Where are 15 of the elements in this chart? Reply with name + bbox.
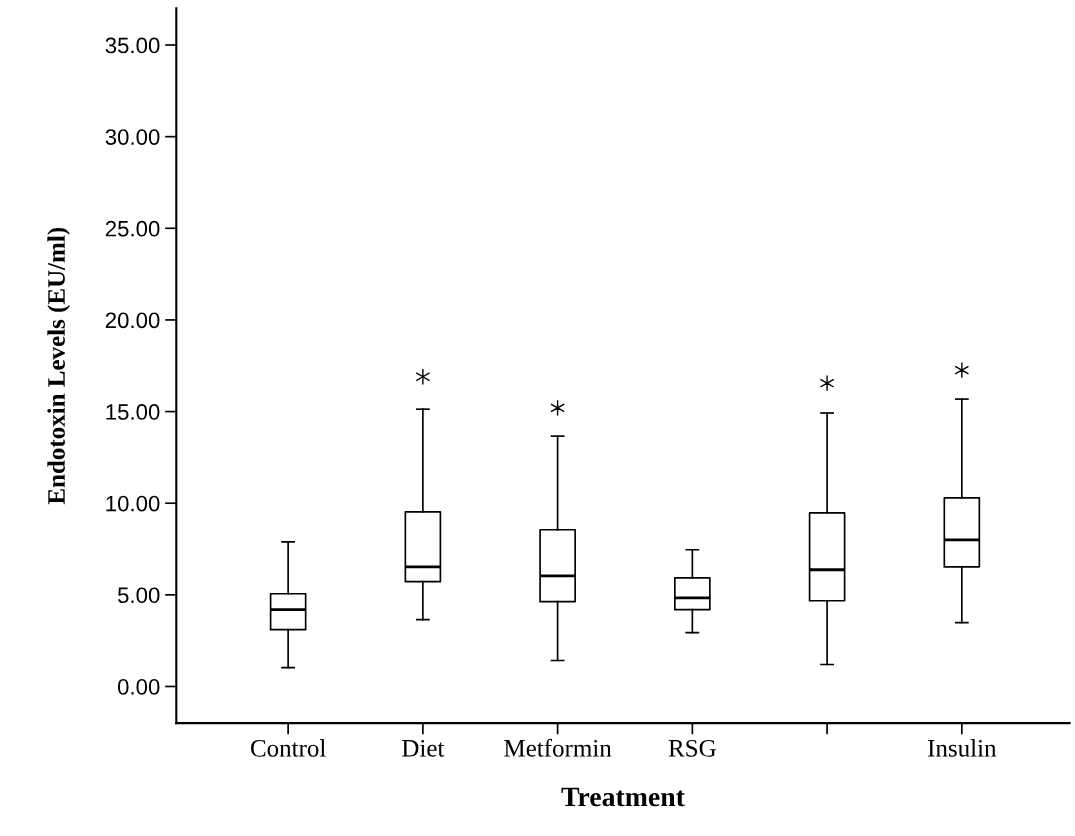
y-tick-label: 30.00 xyxy=(105,129,160,145)
y-tick-label: 15.00 xyxy=(106,404,160,420)
x-tick-label: Insulin xyxy=(928,739,997,757)
y-axis-title: Endotoxin Levels (EU/ml) xyxy=(47,227,70,505)
x-tick-label: Metformin xyxy=(504,738,612,757)
x-axis-title: Treatment xyxy=(561,787,685,807)
x-tick-label: RSG xyxy=(668,739,716,757)
y-tick-label: 35.00 xyxy=(105,37,160,54)
x-tick-label: Control xyxy=(250,739,326,757)
y-tick-label: 25.00 xyxy=(105,220,160,237)
y-tick-label: 5.00 xyxy=(117,587,160,604)
y-tick-label: 0.00 xyxy=(117,679,160,695)
x-tick-label: Diet xyxy=(402,739,445,757)
y-tick-label: 20.00 xyxy=(105,312,160,329)
y-tick-label: 10.00 xyxy=(106,495,160,512)
